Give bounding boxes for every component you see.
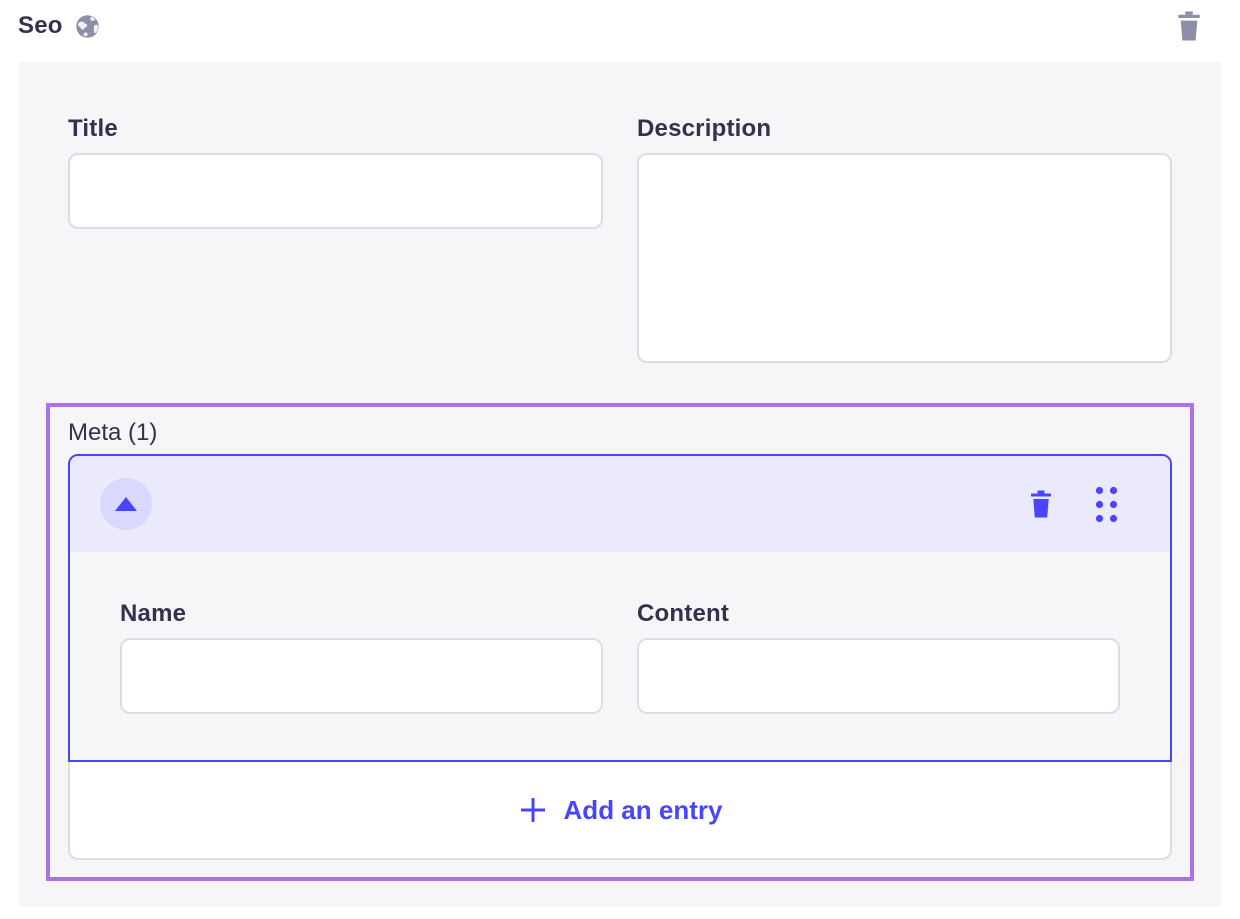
meta-entry-header[interactable] xyxy=(70,456,1170,552)
delete-component-button[interactable] xyxy=(1176,11,1202,41)
description-label: Description xyxy=(637,115,772,142)
chevron-up-icon xyxy=(115,497,137,511)
title-label: Title xyxy=(68,115,118,142)
plus-icon xyxy=(518,795,548,825)
field-row: Name Content xyxy=(120,600,1120,714)
delete-entry-button[interactable] xyxy=(1029,490,1053,518)
content-input[interactable] xyxy=(637,638,1120,714)
collapse-entry-button[interactable] xyxy=(100,478,152,530)
component-header: Seo xyxy=(0,0,1240,62)
trash-icon xyxy=(1029,490,1053,518)
meta-footer: Add an entry xyxy=(68,762,1172,860)
name-field-group: Name xyxy=(120,600,603,714)
meta-field-label: Meta (1) xyxy=(68,419,158,446)
meta-entry-body: Name Content xyxy=(70,552,1170,760)
content-field-group: Content xyxy=(637,600,1120,714)
name-label: Name xyxy=(120,600,187,627)
meta-entry-accordion: Name Content xyxy=(68,454,1172,762)
description-textarea[interactable] xyxy=(637,153,1172,363)
description-field-group: Description xyxy=(637,115,1172,363)
field-row: Title Description xyxy=(68,115,1172,363)
title-input[interactable] xyxy=(68,153,603,229)
add-entry-label: Add an entry xyxy=(563,794,723,825)
entry-actions xyxy=(1029,486,1118,523)
content-label: Content xyxy=(637,600,730,627)
title-field-group: Title xyxy=(68,115,603,363)
globe-icon xyxy=(74,13,101,40)
trash-icon xyxy=(1176,11,1202,41)
drag-entry-handle[interactable] xyxy=(1095,486,1118,523)
add-entry-button[interactable]: Add an entry xyxy=(518,794,723,826)
component-title-group: Seo xyxy=(18,12,101,40)
seo-component-panel: Title Description Meta (1) xyxy=(19,62,1221,907)
page-title: Seo xyxy=(18,12,63,39)
meta-component-selected: Meta (1) xyxy=(46,403,1194,881)
drag-handle-icon xyxy=(1095,486,1118,523)
name-input[interactable] xyxy=(120,638,603,714)
